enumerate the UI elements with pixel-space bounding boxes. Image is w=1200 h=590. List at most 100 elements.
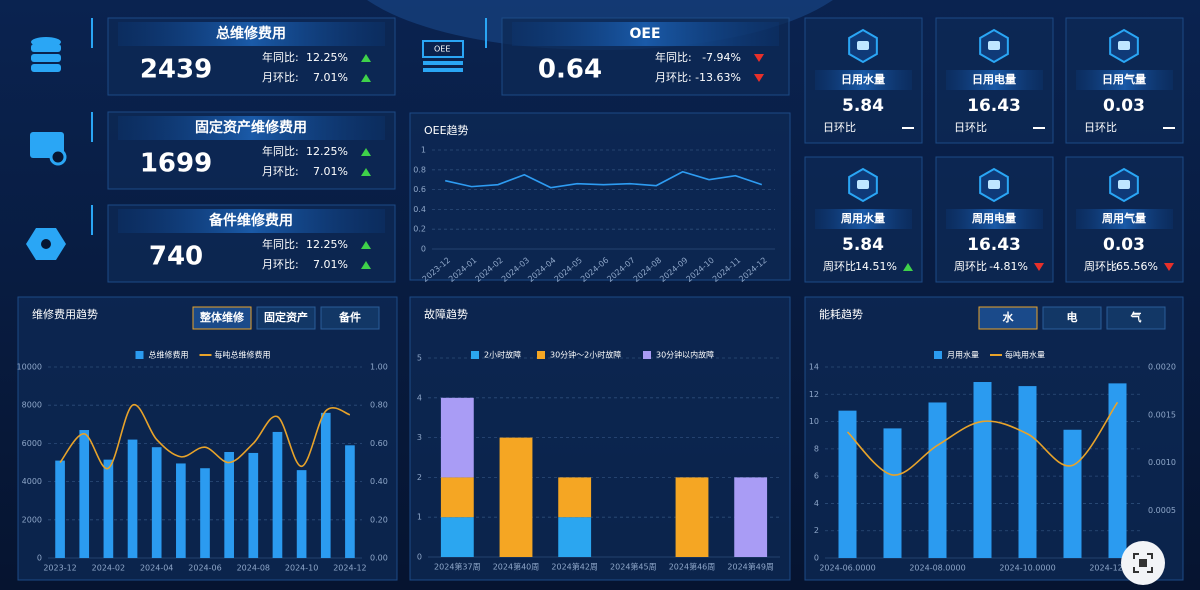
y-tick-label: 6000 <box>22 439 42 448</box>
legend-label: 30分钟以内故障 <box>656 350 714 360</box>
kpi-change: -13.63% <box>695 71 741 84</box>
kpi-title: 总维修费用 <box>216 25 286 42</box>
x-tick-label: 2024第49周 <box>727 562 774 572</box>
panel-header <box>118 116 385 140</box>
arrow-down <box>1034 263 1044 271</box>
bar-segment <box>558 517 592 557</box>
arrow-up <box>361 74 371 82</box>
y2-tick-label: 0.00 <box>370 554 388 563</box>
tab[interactable] <box>1106 306 1166 330</box>
y-tick-label: 10000 <box>17 363 42 372</box>
x-tick-label: 2024第42周 <box>551 562 598 572</box>
kpi-title: OEE <box>629 26 660 42</box>
kpi-change-label: 年同比: <box>262 237 299 251</box>
card-title: 周用电量 <box>972 211 1016 225</box>
x-tick-label: 2024-02 <box>92 564 125 573</box>
tab-label[interactable]: 固定资产 <box>264 310 308 324</box>
kpi-change: 7.01% <box>313 258 348 271</box>
y-tick-label: 0.8 <box>413 165 426 174</box>
y-tick-label: 2 <box>814 526 819 535</box>
bar <box>883 428 902 558</box>
arrow-up <box>361 261 371 269</box>
y-tick-label: 0 <box>417 553 422 562</box>
bar-segment <box>440 477 474 518</box>
y-tick-label: 3 <box>417 433 422 442</box>
tab-label[interactable]: 水 <box>1003 310 1015 324</box>
card-value: 0.03 <box>1103 235 1145 255</box>
tab-label[interactable]: 备件 <box>338 310 361 324</box>
card-change-label: 日环比 <box>954 121 987 134</box>
x-tick-label: 2024第46周 <box>669 562 716 572</box>
panel-header <box>118 209 385 233</box>
x-tick-label: 2023-12 <box>43 564 76 573</box>
y-tick-label: 14 <box>809 363 819 372</box>
x-tick-label: 2024-08 <box>237 564 270 573</box>
bar <box>103 459 114 558</box>
x-tick-label: 2024-10.0000 <box>999 564 1055 573</box>
tab-label[interactable]: 气 <box>1130 310 1142 324</box>
x-tick-label: 2024-12 <box>333 564 366 573</box>
bar <box>296 470 307 558</box>
y2-tick-label: 0.0005 <box>1148 506 1176 515</box>
y-tick-label: 4 <box>417 393 422 402</box>
y2-tick-label: 1.00 <box>370 363 388 372</box>
legend-label: 总维修费用 <box>149 350 189 360</box>
card-change: -4.81% <box>989 260 1028 273</box>
kpi-change: 7.01% <box>313 71 348 84</box>
fullscreen-icon[interactable] <box>1133 553 1153 573</box>
card-value: 16.43 <box>967 96 1021 116</box>
card-change-label: 周环比 <box>1084 260 1117 273</box>
bar <box>1108 383 1127 558</box>
arrow-up <box>361 148 371 156</box>
legend-label: 每吨用水量 <box>1005 350 1045 360</box>
tab[interactable] <box>1042 306 1102 330</box>
bar <box>928 402 947 558</box>
y-tick-label: 0.2 <box>413 225 426 234</box>
bar <box>320 412 331 558</box>
x-tick-label: 2024-06.0000 <box>819 564 875 573</box>
panel-header <box>512 22 779 46</box>
tab[interactable] <box>320 306 380 330</box>
bar <box>79 430 90 558</box>
y2-tick-label: 0.20 <box>370 515 388 524</box>
bar <box>1063 429 1082 558</box>
tab[interactable] <box>192 306 252 330</box>
y2-tick-label: 0.0020 <box>1148 363 1176 372</box>
bar-segment <box>440 397 474 478</box>
chart-title: OEE趋势 <box>424 124 469 137</box>
tab-label[interactable]: 电 <box>1067 310 1078 324</box>
card-change-label: 周环比 <box>823 260 856 273</box>
kpi-change-label: 年同比: <box>655 50 692 64</box>
tab[interactable] <box>978 306 1038 330</box>
y-tick-label: 12 <box>809 390 819 399</box>
arrow-down <box>754 74 764 82</box>
y-tick-label: 2000 <box>22 515 42 524</box>
y-tick-label: 1 <box>421 146 426 155</box>
card-title: 日用水量 <box>841 72 885 86</box>
y-tick-label: 8 <box>814 444 819 453</box>
kpi-change-label: 月环比: <box>262 165 299 178</box>
y2-tick-label: 0.0015 <box>1148 410 1176 419</box>
card-icon-glyph <box>857 180 869 189</box>
legend-label: 30分钟～2小时故障 <box>550 350 621 360</box>
legend-swatch <box>643 351 651 359</box>
arrow-up <box>903 263 913 271</box>
bar <box>248 452 259 558</box>
bar <box>224 451 234 558</box>
bar <box>200 468 210 558</box>
kpi-title: 固定资产维修费用 <box>195 119 307 136</box>
panel <box>409 112 791 281</box>
chart-title: 维修费用趋势 <box>32 307 98 321</box>
legend-label: 2小时故障 <box>484 350 521 360</box>
chart-title: 故障趋势 <box>424 307 468 321</box>
kpi-value: 1699 <box>140 149 212 179</box>
card-change: -65.56% <box>1112 260 1158 273</box>
y-tick-label: 0 <box>421 245 426 254</box>
tab[interactable] <box>256 306 316 330</box>
tab-label[interactable]: 整体维修 <box>199 310 245 324</box>
card-icon-glyph <box>988 41 1000 50</box>
card-title: 日用气量 <box>1102 72 1146 86</box>
fullscreen-icon-inner[interactable] <box>1139 559 1147 567</box>
y-tick-label: 6 <box>814 472 819 481</box>
legend-label: 月用水量 <box>947 350 979 360</box>
